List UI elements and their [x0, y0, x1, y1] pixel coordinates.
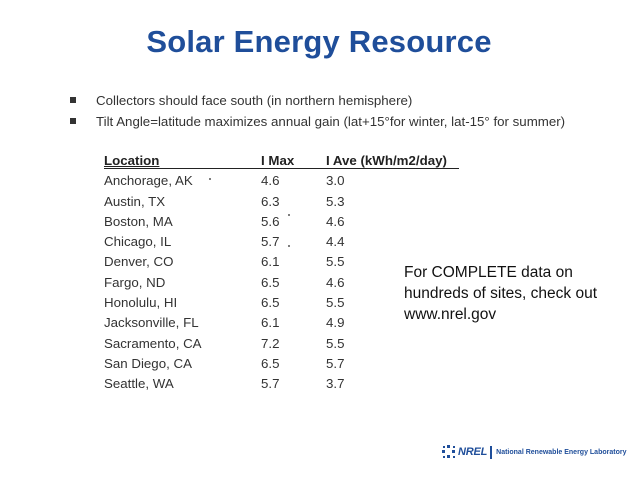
cell-location: Jacksonville, FL	[104, 315, 199, 331]
nrel-callout-text: For COMPLETE data on hundreds of sites, …	[404, 264, 598, 323]
bullet-list: Collectors should face south (in norther…	[70, 92, 570, 134]
nrel-logo-lab: National Renewable Energy Laboratory	[496, 448, 627, 456]
header-i-max: I Max	[261, 153, 295, 168]
cell-i-ave: 5.5	[326, 254, 345, 270]
cell-i-ave: 5.3	[326, 193, 345, 209]
cell-location: Denver, CO	[104, 254, 174, 270]
cell-i-max: 6.5	[261, 274, 280, 290]
cell-location: Fargo, ND	[104, 274, 166, 290]
nrel-logo: NREL National Renewable Energy Laborator…	[442, 445, 626, 459]
cell-i-ave: 5.7	[326, 355, 345, 371]
cell-location: Sacramento, CA	[104, 335, 202, 351]
cell-location: Anchorage, AK	[104, 173, 193, 189]
stray-dot	[209, 178, 211, 181]
slide-title: Solar Energy Resource	[146, 24, 492, 59]
square-bullet-icon	[70, 97, 76, 103]
cell-i-max: 6.1	[261, 315, 280, 331]
cell-i-max: 6.5	[261, 295, 280, 311]
cell-location: San Diego, CA	[104, 355, 192, 371]
cell-i-max: 6.3	[261, 193, 280, 209]
cell-location: Seattle, WA	[104, 376, 174, 392]
cell-i-ave: 5.5	[326, 295, 345, 311]
cell-location: Boston, MA	[104, 213, 173, 229]
bullet-text: Tilt Angle=latitude maximizes annual gai…	[96, 114, 566, 129]
cell-i-ave: 3.0	[326, 173, 345, 189]
nrel-logo-name: NREL	[458, 446, 488, 458]
cell-i-ave: 3.7	[326, 376, 345, 392]
cell-i-max: 6.5	[261, 355, 280, 371]
cell-i-max: 4.6	[261, 173, 280, 189]
logo-divider	[490, 445, 493, 459]
cell-i-max: 5.7	[261, 376, 280, 392]
cell-i-max: 7.2	[261, 335, 280, 351]
stray-dot	[288, 245, 290, 248]
bullet-item: Tilt Angle=latitude maximizes annual gai…	[70, 113, 570, 130]
header-i-ave: I Ave (kWh/m2/day)	[326, 153, 447, 168]
square-bullet-icon	[70, 118, 76, 124]
header-underline	[104, 168, 459, 169]
bullet-item: Collectors should face south (in norther…	[70, 92, 570, 109]
cell-i-ave: 4.4	[326, 234, 345, 250]
cell-i-ave: 4.6	[326, 274, 345, 290]
bullet-text: Collectors should face south (in norther…	[96, 93, 413, 108]
header-location: Location	[104, 153, 160, 168]
cell-i-ave: 4.6	[326, 213, 345, 229]
cell-location: Honolulu, HI	[104, 295, 178, 311]
nrel-sunburst-icon	[442, 445, 456, 459]
cell-location: Austin, TX	[104, 193, 166, 209]
cell-i-max: 5.7	[261, 234, 280, 250]
cell-location: Chicago, IL	[104, 234, 172, 250]
cell-i-max: 5.6	[261, 213, 280, 229]
cell-i-ave: 4.9	[326, 315, 345, 331]
cell-i-max: 6.1	[261, 254, 280, 270]
stray-dot	[288, 213, 290, 216]
cell-i-ave: 5.5	[326, 335, 345, 351]
